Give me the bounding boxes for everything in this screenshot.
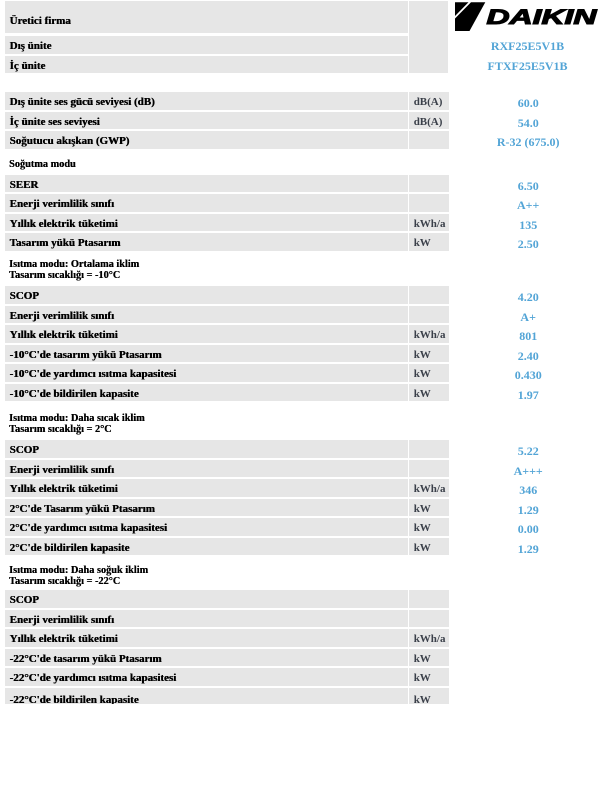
svg-text:DAIKIN: DAIKIN	[487, 6, 598, 29]
